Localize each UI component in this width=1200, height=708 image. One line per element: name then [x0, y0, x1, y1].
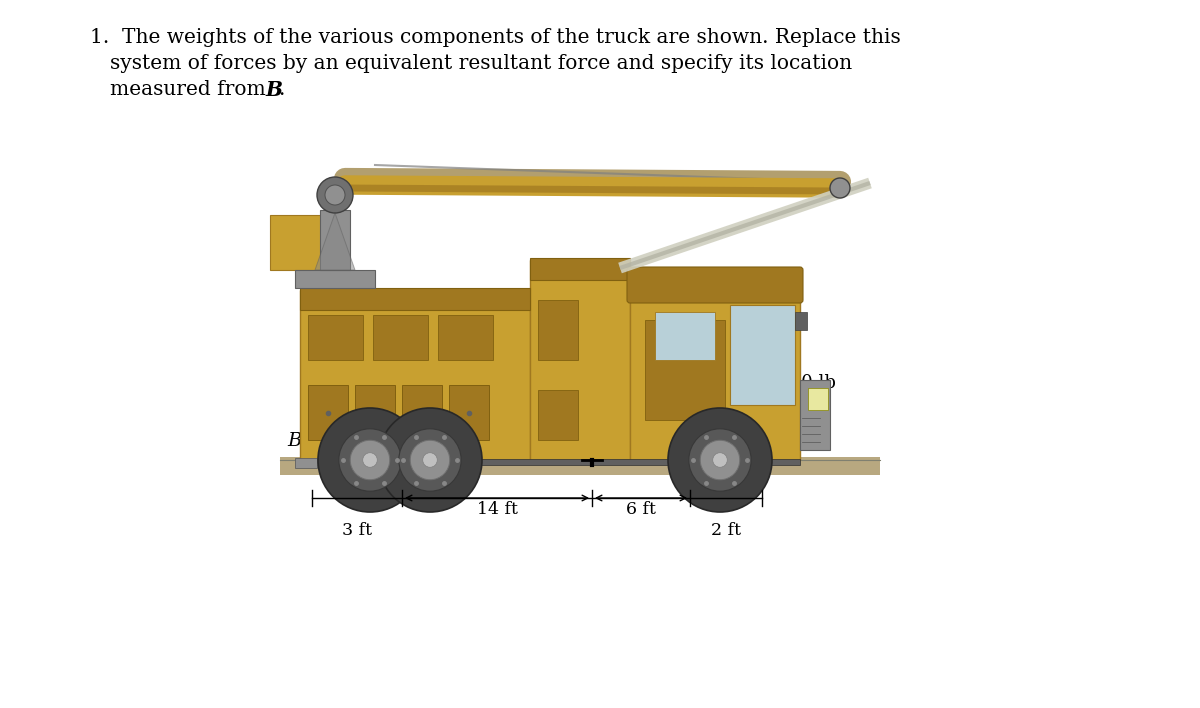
- Text: 2 ft: 2 ft: [710, 522, 742, 539]
- Text: 5500 lb: 5500 lb: [524, 374, 593, 392]
- Circle shape: [317, 177, 353, 213]
- Text: 3500 lb: 3500 lb: [407, 374, 476, 392]
- Bar: [270, 215, 322, 270]
- Bar: [300, 459, 800, 465]
- Text: 6 ft: 6 ft: [626, 501, 656, 518]
- Bar: [646, 320, 725, 420]
- Bar: [300, 290, 530, 460]
- Bar: [402, 385, 442, 440]
- Circle shape: [398, 429, 461, 491]
- Circle shape: [378, 408, 482, 512]
- Bar: [308, 315, 364, 360]
- Bar: [530, 258, 630, 280]
- Text: A: A: [600, 432, 614, 450]
- Text: 1.  The weights of the various components of the truck are shown. Replace this: 1. The weights of the various components…: [90, 28, 901, 47]
- Circle shape: [338, 429, 401, 491]
- Bar: [308, 385, 348, 440]
- Text: 3 ft: 3 ft: [342, 522, 372, 539]
- Bar: [630, 280, 800, 460]
- Bar: [295, 270, 374, 288]
- Polygon shape: [730, 305, 796, 405]
- Circle shape: [350, 440, 390, 480]
- Text: measured from: measured from: [110, 80, 272, 99]
- Bar: [800, 380, 830, 450]
- Bar: [530, 260, 630, 460]
- Bar: [796, 312, 808, 330]
- Circle shape: [362, 452, 377, 467]
- Text: .: .: [278, 80, 284, 99]
- Polygon shape: [314, 213, 355, 270]
- Bar: [300, 288, 530, 310]
- Bar: [373, 315, 428, 360]
- Bar: [538, 390, 578, 440]
- Bar: [438, 315, 493, 360]
- Text: B: B: [265, 80, 282, 100]
- Circle shape: [713, 452, 727, 467]
- Text: 1750 lb: 1750 lb: [767, 374, 836, 392]
- FancyBboxPatch shape: [628, 267, 803, 303]
- Text: 14 ft: 14 ft: [476, 501, 517, 518]
- Circle shape: [701, 440, 739, 480]
- Text: B: B: [288, 432, 302, 450]
- Bar: [808, 388, 828, 410]
- Bar: [280, 457, 880, 475]
- Circle shape: [410, 440, 450, 480]
- Bar: [355, 385, 395, 440]
- Circle shape: [830, 178, 850, 198]
- Bar: [538, 300, 578, 360]
- Circle shape: [325, 185, 346, 205]
- Bar: [295, 458, 317, 468]
- Bar: [320, 210, 350, 270]
- Circle shape: [318, 408, 422, 512]
- Circle shape: [422, 452, 437, 467]
- Circle shape: [689, 429, 751, 491]
- Text: system of forces by an equivalent resultant force and specify its location: system of forces by an equivalent result…: [110, 54, 852, 73]
- Bar: [449, 385, 490, 440]
- Circle shape: [668, 408, 772, 512]
- Bar: [655, 312, 715, 360]
